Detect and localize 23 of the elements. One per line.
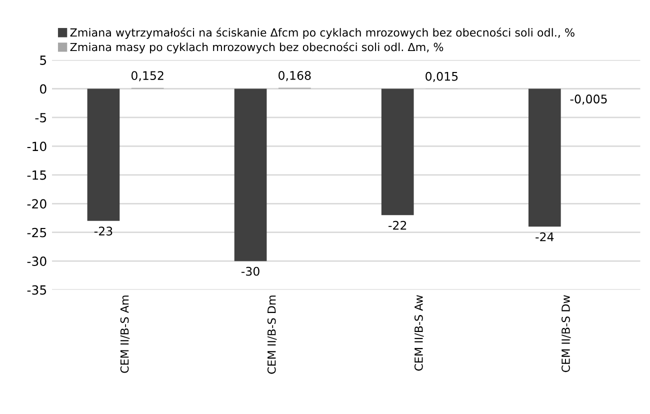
data-label: -22 bbox=[388, 220, 406, 230]
data-label: -0,005 bbox=[570, 94, 607, 105]
data-label: -30 bbox=[241, 266, 260, 276]
x-tick-label: CEM II/B-S Aw bbox=[414, 295, 424, 371]
x-tick-label: CEM II/B-S Dw bbox=[562, 295, 571, 372]
x-tick-label: CEM II/B-S Dm bbox=[267, 296, 277, 374]
x-tick-label: CEM II/B-S Am bbox=[120, 296, 130, 373]
y-tick-label: 0 bbox=[40, 84, 46, 94]
y-tick-label: -5 bbox=[35, 113, 46, 122]
y-tick-label: -35 bbox=[27, 285, 46, 295]
y-tick-label: -25 bbox=[27, 228, 46, 238]
y-tick-label: 5 bbox=[40, 56, 46, 65]
data-label: 0,152 bbox=[131, 71, 164, 82]
y-tick-label: -30 bbox=[27, 256, 46, 266]
legend-label: Zmiana wytrzymałości na ściskanie Δfcm po cyklach mrozowych bez obecności soli odl., % bbox=[70, 28, 574, 39]
y-tick-label: -15 bbox=[27, 170, 46, 180]
legend-label: Zmiana masy po cyklach mrozowych bez obecności soli odl. Δm, % bbox=[70, 42, 444, 54]
data-label: 0,015 bbox=[426, 72, 458, 82]
data-label: 0,168 bbox=[278, 71, 311, 82]
y-tick-label: -10 bbox=[27, 142, 46, 152]
data-label: -24 bbox=[536, 232, 554, 242]
data-label: -23 bbox=[94, 226, 112, 236]
y-tick-label: -20 bbox=[27, 199, 46, 209]
